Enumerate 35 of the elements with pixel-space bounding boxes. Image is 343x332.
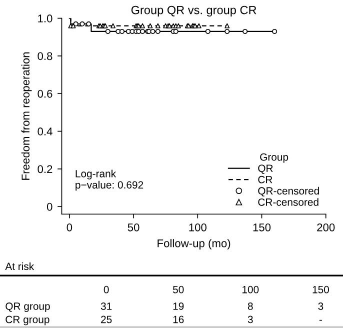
text: - (319, 320, 322, 321)
x-axis-title: Follow-up (mo) (158, 239, 230, 250)
text: QR group (6, 302, 50, 312)
legend-label: CR-censored (258, 198, 318, 206)
chart-title: Group QR vs. group CR (131, 6, 256, 17)
y-axis-title: Freedom from reoperation (21, 52, 32, 180)
legend-label: QR (258, 164, 273, 174)
y-tick-label: 0.8 (38, 52, 52, 60)
text: CR group (6, 316, 50, 326)
y-tick-label: 0.6 (38, 90, 52, 98)
y-tick-label: 0.2 (38, 165, 52, 174)
text: 3 (318, 302, 324, 310)
x-tick-label: 200 (317, 223, 335, 232)
y-tick-label: 0 (46, 202, 52, 211)
text: 19 (173, 302, 184, 310)
x-tick-label: 100 (189, 223, 206, 232)
legend-title: Group (260, 153, 288, 163)
y-tick-label: 0.4 (38, 128, 52, 136)
x-tick-label: 50 (128, 223, 140, 232)
text: 150 (312, 286, 329, 294)
text: 3 (248, 316, 253, 324)
x-tick-label: 150 (253, 223, 271, 232)
text: 25 (101, 316, 112, 324)
x-tick-label: 0 (66, 223, 72, 232)
text: 50 (172, 286, 184, 294)
text: 31 (100, 302, 112, 310)
legend-label: CR (258, 176, 272, 184)
text: 100 (242, 286, 259, 294)
text: 0 (104, 286, 109, 294)
text: 16 (173, 316, 184, 324)
text: 8 (248, 302, 253, 310)
annotation: Log-rank p−value: 0.692 (76, 170, 144, 191)
legend-label: QR-censored (258, 186, 319, 196)
y-tick-label: 1.0 (38, 14, 52, 22)
text: At risk (5, 262, 34, 270)
